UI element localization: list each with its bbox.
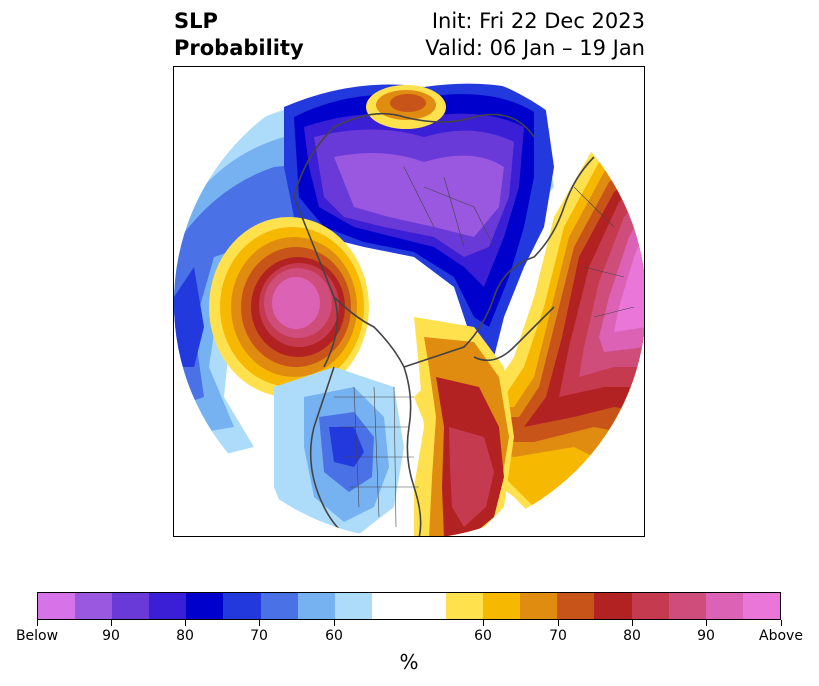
colorbar-segment [631,593,669,619]
colorbar-segment [75,593,113,619]
sw-us-low-region [274,367,404,536]
colorbar-unit: % [399,650,419,674]
colorbar-tick-label: 80 [623,628,641,644]
colorbar-tick-label: 90 [102,628,120,644]
east-us-high-region [414,317,514,536]
init-date: Init: Fri 22 Dec 2023 [431,9,645,33]
colorbar-tick [781,620,782,626]
title-metric: Probability [174,36,304,60]
colorbar-tick [334,620,335,626]
colorbar [37,592,781,620]
colorbar-segment [557,593,595,619]
colorbar-tick-label: 90 [697,628,715,644]
colorbar-segment [260,593,298,619]
colorbar-tick [259,620,260,626]
colorbar-tick [111,620,112,626]
arctic-low-region [284,83,554,358]
colorbar-tick-label: 70 [549,628,567,644]
map-panel [173,66,645,537]
plot-title-left: SLP Probability [174,8,304,62]
colorbar-tick [185,620,186,626]
colorbar-segment [446,593,484,619]
colorbar-segment [742,593,780,619]
colorbar-segment [223,593,261,619]
coastlines [293,112,595,536]
pacific-high-region [209,217,369,397]
colorbar-segment [149,593,187,619]
colorbar-tick [706,620,707,626]
colorbar-segment [334,593,372,619]
state-borders [334,166,635,528]
colorbar-tick-label: 80 [176,628,194,644]
probability-map [174,67,644,536]
colorbar-tick-label: 60 [325,628,343,644]
title-variable: SLP [174,9,218,33]
colorbar-tick [483,620,484,626]
colorbar-segment [112,593,150,619]
colorbar-tick [632,620,633,626]
colorbar-segment [483,593,521,619]
colorbar-segment [371,593,409,619]
colorbar-segment [297,593,335,619]
plot-title-right: Init: Fri 22 Dec 2023 Valid: 06 Jan – 19… [425,8,645,62]
colorbar-segment [38,593,76,619]
colorbar-segment [705,593,743,619]
colorbar-segment [668,593,706,619]
colorbar-segment [408,593,447,619]
colorbar-tick-label: 70 [250,628,268,644]
colorbar-tick-label: Above [759,628,803,644]
colorbar-tick [558,620,559,626]
colorbar-tick [37,620,38,626]
colorbar-segment [186,593,224,619]
colorbar-segment [520,593,558,619]
colorbar-tick-label: 60 [474,628,492,644]
valid-range: Valid: 06 Jan – 19 Jan [425,36,645,60]
colorbar-tick-label: Below [15,628,59,644]
colorbar-segment [594,593,632,619]
arctic-high-blob [366,85,446,129]
